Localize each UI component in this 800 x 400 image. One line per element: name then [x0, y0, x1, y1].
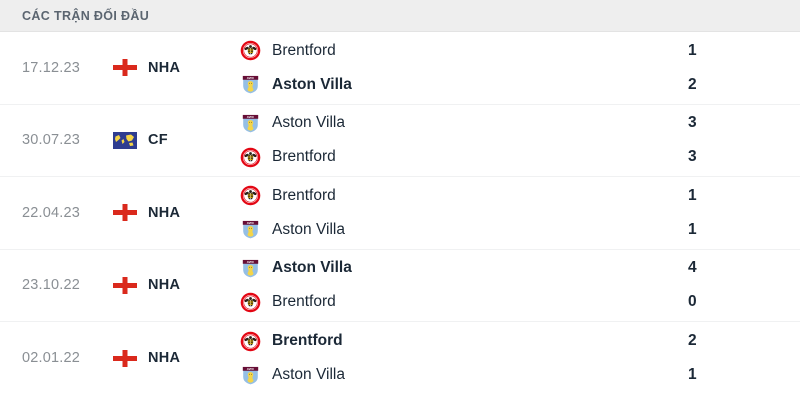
brentford-crest-icon [240, 185, 261, 206]
team-name: Brentford [272, 148, 336, 166]
aston-villa-crest-icon: AVFC [240, 219, 261, 240]
england-flag-icon [113, 59, 137, 77]
svg-text:AVFC: AVFC [247, 221, 254, 225]
competition-cell[interactable]: NHA [113, 276, 223, 294]
aston-villa-crest-icon: AVFC [240, 74, 261, 95]
svg-text:AVFC: AVFC [247, 115, 254, 119]
brentford-crest-icon [240, 147, 261, 168]
competition-label: CF [148, 132, 168, 149]
england-flag-icon [113, 276, 137, 294]
england-flag-icon [113, 204, 137, 222]
table-row[interactable]: 30.07.23 CF AVFC Aston Villa Brentford 3 3 [0, 104, 800, 177]
score-away: 1 [688, 366, 697, 384]
match-date: 23.10.22 [22, 277, 81, 294]
team-away[interactable]: Brentford [240, 292, 640, 313]
match-list: 17.12.23 NHA Brentford AVFC Aston Villa 1 2 30.… [0, 32, 800, 395]
score-home: 1 [688, 186, 697, 204]
aston-villa-crest-icon: AVFC [240, 113, 261, 134]
team-away[interactable]: AVFC Aston Villa [240, 220, 640, 240]
team-name: Aston Villa [272, 259, 352, 277]
teams-cell: Brentford AVFC Aston Villa [223, 185, 640, 240]
score-home: 4 [688, 259, 697, 277]
team-away[interactable]: AVFC Aston Villa [240, 365, 640, 385]
team-name: Brentford [272, 293, 336, 311]
match-date: 17.12.23 [22, 59, 81, 76]
aston-villa-crest-icon: AVFC [240, 365, 261, 386]
team-home[interactable]: Brentford [240, 40, 640, 61]
team-away[interactable]: AVFC Aston Villa [240, 75, 640, 95]
aston-villa-crest-icon: AVFC [242, 366, 259, 385]
page-title: CÁC TRẬN ĐỐI ĐẦU [22, 8, 150, 23]
svg-text:AVFC: AVFC [247, 260, 254, 264]
table-row[interactable]: 23.10.22 NHA AVFC Aston Villa Brentford 4 0 [0, 249, 800, 322]
score-away: 1 [688, 220, 697, 238]
team-home[interactable]: AVFC Aston Villa [240, 113, 640, 133]
table-row[interactable]: 02.01.22 NHA Brentford AVFC Aston Villa 2 1 [0, 322, 800, 395]
competition-cell[interactable]: NHA [113, 204, 223, 222]
world-flag-icon [113, 131, 137, 149]
england-flag-icon [113, 59, 137, 77]
team-home[interactable]: Brentford [240, 331, 640, 352]
aston-villa-crest-icon: AVFC [242, 220, 259, 240]
competition-label: NHA [148, 204, 181, 221]
svg-text:AVFC: AVFC [247, 367, 254, 371]
team-home[interactable]: Brentford [240, 185, 640, 206]
score-home: 3 [688, 114, 697, 132]
brentford-crest-icon [240, 331, 261, 352]
competition-label: NHA [148, 350, 181, 367]
teams-cell: AVFC Aston Villa Brentford [223, 113, 640, 168]
aston-villa-crest-icon: AVFC [242, 75, 259, 95]
panel-header: CÁC TRẬN ĐỐI ĐẦU [0, 0, 800, 32]
team-name: Brentford [272, 41, 336, 59]
aston-villa-crest-icon: AVFC [242, 259, 259, 278]
competition-label: NHA [148, 59, 181, 76]
team-name: Aston Villa [272, 366, 345, 384]
brentford-crest-icon [240, 292, 261, 313]
score-home: 2 [688, 332, 697, 350]
brentford-crest-icon [240, 331, 261, 352]
world-flag-icon [113, 131, 137, 149]
match-date: 02.01.22 [22, 350, 81, 367]
aston-villa-crest-icon: AVFC [240, 258, 261, 279]
score-away: 3 [688, 148, 697, 166]
competition-cell[interactable]: NHA [113, 349, 223, 367]
brentford-crest-icon [240, 40, 261, 61]
england-flag-icon [113, 349, 137, 367]
competition-cell[interactable]: NHA [113, 59, 223, 77]
team-name: Brentford [272, 186, 336, 204]
aston-villa-crest-icon: AVFC [242, 114, 259, 133]
team-name: Aston Villa [272, 114, 345, 132]
team-name: Aston Villa [272, 220, 345, 238]
teams-cell: AVFC Aston Villa Brentford [223, 258, 640, 313]
score-home: 1 [688, 41, 697, 59]
table-row[interactable]: 22.04.23 NHA Brentford AVFC Aston Villa 1 1 [0, 177, 800, 250]
team-name: Aston Villa [272, 75, 352, 93]
brentford-crest-icon [240, 292, 261, 313]
brentford-crest-icon [240, 185, 261, 206]
england-flag-icon [113, 349, 137, 367]
team-name: Brentford [272, 332, 343, 350]
competition-cell[interactable]: CF [113, 131, 223, 149]
england-flag-icon [113, 276, 137, 294]
competition-label: NHA [148, 277, 181, 294]
svg-text:AVFC: AVFC [247, 76, 254, 80]
team-away[interactable]: Brentford [240, 147, 640, 168]
brentford-crest-icon [240, 40, 261, 61]
england-flag-icon [113, 204, 137, 222]
score-away: 0 [688, 293, 697, 311]
brentford-crest-icon [240, 147, 261, 168]
teams-cell: Brentford AVFC Aston Villa [223, 40, 640, 95]
team-home[interactable]: AVFC Aston Villa [240, 258, 640, 278]
match-date: 30.07.23 [22, 132, 81, 149]
score-away: 2 [688, 75, 697, 93]
match-date: 22.04.23 [22, 204, 81, 221]
table-row[interactable]: 17.12.23 NHA Brentford AVFC Aston Villa 1 2 [0, 32, 800, 105]
teams-cell: Brentford AVFC Aston Villa [223, 331, 640, 385]
